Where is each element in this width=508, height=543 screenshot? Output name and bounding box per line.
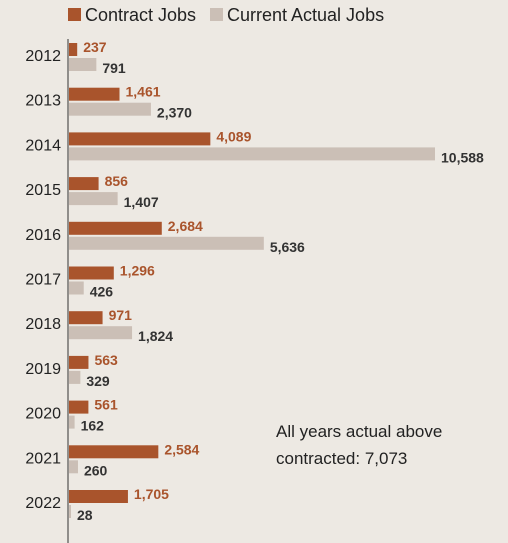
- data-label-actual-2021: 260: [84, 462, 108, 478]
- bar-actual-2015: [69, 192, 118, 206]
- y-tick-2019: 2019: [25, 361, 61, 378]
- annotation-line-2: contracted: 7,073: [276, 449, 407, 468]
- y-axis-ticks: 2012 2013 2014 2015 2016 2017 2018 2019 2020 2021…: [25, 48, 61, 512]
- y-tick-2014: 2014: [25, 137, 61, 154]
- y-tick-2022: 2022: [25, 495, 61, 512]
- data-label-actual-2017: 426: [90, 284, 114, 300]
- data-label-contract-2021: 2,584: [164, 441, 199, 457]
- bar-actual-2020: [69, 415, 75, 429]
- annotation-line-1: All years actual above: [276, 422, 442, 441]
- bar-actual-2017: [69, 281, 84, 295]
- y-tick-2016: 2016: [25, 227, 61, 244]
- data-label-contract-2019: 563: [94, 352, 118, 368]
- y-tick-2013: 2013: [25, 93, 61, 110]
- bar-contract-2015: [69, 177, 99, 191]
- bar-actual-2013: [69, 102, 151, 116]
- data-label-actual-2016: 5,636: [270, 239, 305, 255]
- y-tick-2020: 2020: [25, 406, 61, 423]
- legend-label-actual: Current Actual Jobs: [227, 5, 384, 25]
- bar-contract-2022: [69, 490, 128, 503]
- data-label-actual-2013: 2,370: [157, 105, 192, 121]
- bar-contract-2019: [69, 355, 89, 369]
- data-label-contract-2020: 561: [94, 397, 118, 413]
- data-label-contract-2022: 1,705: [134, 486, 169, 502]
- bar-actual-2018: [69, 326, 133, 340]
- legend: Contract Jobs Current Actual Jobs: [68, 5, 384, 25]
- bar-actual-2016: [69, 236, 264, 250]
- data-label-contract-2012: 237: [83, 39, 107, 55]
- y-tick-2021: 2021: [25, 450, 61, 467]
- data-label-actual-2015: 1,407: [124, 194, 159, 210]
- y-tick-2017: 2017: [25, 272, 61, 289]
- data-label-contract-2014: 4,089: [216, 128, 251, 144]
- bar-contract-2018: [69, 311, 103, 325]
- y-tick-2012: 2012: [25, 48, 61, 65]
- legend-swatch-contract: [68, 8, 81, 21]
- bar-contract-2013: [69, 87, 120, 101]
- data-label-actual-2014: 10,588: [441, 149, 484, 165]
- y-tick-2018: 2018: [25, 316, 61, 333]
- bar-contract-2014: [69, 132, 211, 146]
- bar-actual-2021: [69, 460, 78, 474]
- bars: [69, 43, 435, 518]
- bar-contract-2020: [69, 400, 89, 414]
- data-label-actual-2018: 1,824: [138, 328, 173, 344]
- data-label-actual-2020: 162: [81, 418, 105, 434]
- legend-swatch-actual: [210, 8, 223, 21]
- data-label-actual-2022: 28: [77, 507, 93, 523]
- bar-contract-2017: [69, 266, 114, 280]
- data-label-contract-2016: 2,684: [168, 218, 203, 234]
- data-label-actual-2019: 329: [86, 373, 110, 389]
- bar-contract-2021: [69, 445, 159, 459]
- bar-actual-2012: [69, 58, 97, 71]
- data-label-contract-2017: 1,296: [120, 263, 155, 279]
- data-label-contract-2013: 1,461: [126, 84, 161, 100]
- bar-actual-2022: [69, 505, 71, 518]
- legend-label-contract: Contract Jobs: [85, 5, 196, 25]
- data-label-actual-2012: 791: [102, 60, 126, 76]
- bar-contract-2016: [69, 221, 162, 235]
- data-label-contract-2018: 971: [109, 307, 133, 323]
- data-label-contract-2015: 856: [105, 173, 129, 189]
- bar-contract-2012: [69, 43, 78, 56]
- bar-actual-2014: [69, 147, 435, 161]
- bar-actual-2019: [69, 370, 81, 384]
- y-tick-2015: 2015: [25, 182, 61, 199]
